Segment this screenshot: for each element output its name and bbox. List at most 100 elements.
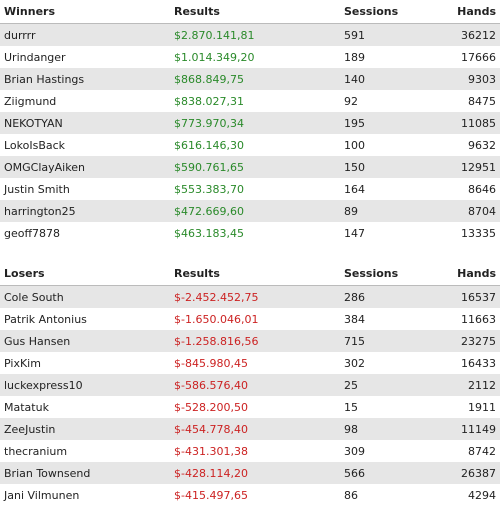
player-row: durrrr $2.870.141,81 591 36212 [0,23,500,46]
column-header: Results [170,0,340,24]
result: $-428.114,20 [170,462,340,484]
sessions: 286 [340,285,430,308]
player-row: Brian Townsend $-428.114,20 566 26387 [0,462,500,484]
column-header: Sessions [340,262,430,286]
player-name: Ziigmund [4,94,57,108]
result: $472.669,60 [170,200,340,222]
header-row: Winners Results Sessions Hands [0,0,500,24]
sessions: 147 [344,226,365,240]
hands: 13335 [461,226,496,240]
player-name: Gus Hansen [0,330,170,352]
result: $463.183,45 [174,226,244,240]
result: $-1.650.046,01 [174,312,259,326]
sessions: 86 [344,488,358,502]
sessions: 25 [340,374,430,396]
result: $616.146,30 [174,138,244,152]
result: $-454.778,40 [170,418,340,440]
player-row: Jani Vilmunen $-415.497,65 86 4294 [0,484,500,506]
player-row: OMGClayAiken $590.761,65 150 12951 [0,156,500,178]
hands: 1911 [468,400,496,414]
player-row: Patrik Antonius $-1.650.046,01 384 11663 [0,308,500,330]
player-name: Brian Townsend [0,462,170,484]
sessions: 164 [344,182,365,196]
result: $-431.301,38 [174,444,248,458]
hands: 23275 [430,330,500,352]
hands: 8646 [468,182,496,196]
sessions: 140 [340,68,430,90]
player-name: Justin Smith [4,182,70,196]
player-row: NEKOTYAN $773.970,34 195 11085 [0,112,500,134]
player-name: geoff7878 [4,226,61,240]
sessions: 15 [344,400,358,414]
result: $838.027,31 [174,94,244,108]
player-name: luckexpress10 [0,374,170,396]
player-row: PixKim $-845.980,45 302 16433 [0,352,500,374]
sessions: 302 [344,356,365,370]
column-header: Winners [0,0,170,24]
result: $773.970,34 [170,112,340,134]
player-name: NEKOTYAN [0,112,170,134]
player-name: OMGClayAiken [0,156,170,178]
player-row: Matatuk $-528.200,50 15 1911 [0,396,500,418]
sessions: 384 [344,312,365,326]
sessions: 566 [340,462,430,484]
player-name: harrington25 [0,200,170,222]
player-row: Gus Hansen $-1.258.816,56 715 23275 [0,330,500,352]
hands: 11149 [430,418,500,440]
player-name: Jani Vilmunen [4,488,80,502]
hands: 9303 [430,68,500,90]
hands: 16537 [430,285,500,308]
hands: 8704 [430,200,500,222]
result: $-586.576,40 [170,374,340,396]
player-row: Urindanger $1.014.349,20 189 17666 [0,46,500,68]
player-row: Justin Smith $553.383,70 164 8646 [0,178,500,200]
player-row: Brian Hastings $868.849,75 140 9303 [0,68,500,90]
player-name: durrrr [0,23,170,46]
column-header: Hands [430,0,500,24]
sessions: 150 [340,156,430,178]
sessions: 100 [344,138,365,152]
header-row: Losers Results Sessions Hands [0,262,500,286]
sessions: 89 [340,200,430,222]
hands: 4294 [468,488,496,502]
result: $-415.497,65 [174,488,248,502]
result: $868.849,75 [170,68,340,90]
sessions: 309 [344,444,365,458]
player-name: Brian Hastings [0,68,170,90]
column-header: Losers [0,262,170,286]
sessions: 189 [344,50,365,64]
sessions: 715 [340,330,430,352]
result: $1.014.349,20 [174,50,255,64]
player-name: Matatuk [4,400,49,414]
hands: 9632 [468,138,496,152]
player-name: ZeeJustin [0,418,170,440]
hands: 2112 [430,374,500,396]
column-header: Sessions [340,0,430,24]
player-name: PixKim [4,356,41,370]
column-header: Hands [430,262,500,286]
hands: 17666 [461,50,496,64]
player-name: Cole South [0,285,170,308]
player-name: Urindanger [4,50,66,64]
hands: 11085 [430,112,500,134]
hands: 36212 [430,23,500,46]
hands: 11663 [461,312,496,326]
sessions: 591 [340,23,430,46]
result: $-845.980,45 [174,356,248,370]
player-row: LokoIsBack $616.146,30 100 9632 [0,134,500,156]
column-header: Results [170,262,340,286]
sessions: 195 [340,112,430,134]
hands: 12951 [430,156,500,178]
result: $-1.258.816,56 [170,330,340,352]
result: $-528.200,50 [174,400,248,414]
hands: 16433 [461,356,496,370]
player-name: Patrik Antonius [4,312,87,326]
player-row: thecranium $-431.301,38 309 8742 [0,440,500,462]
player-name: LokoIsBack [4,138,66,152]
player-row: harrington25 $472.669,60 89 8704 [0,200,500,222]
player-row: Cole South $-2.452.452,75 286 16537 [0,285,500,308]
hands: 26387 [430,462,500,484]
player-name: thecranium [4,444,68,458]
player-row: Ziigmund $838.027,31 92 8475 [0,90,500,112]
winners-table: Winners Results Sessions Hands durrrr $2.870.… [0,0,500,244]
